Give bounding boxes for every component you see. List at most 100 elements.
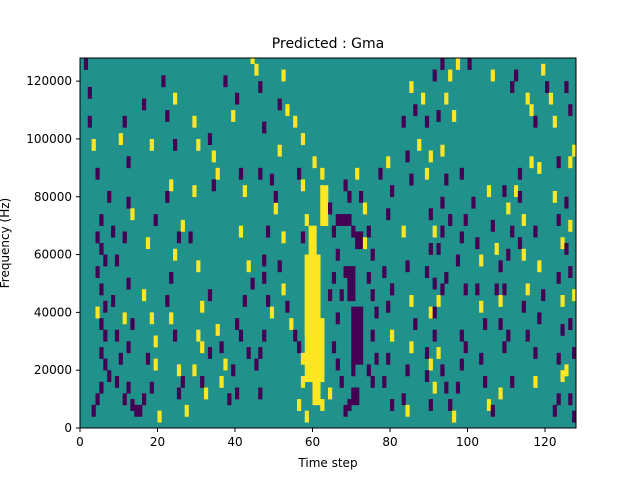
heatmap-cell [320,399,325,411]
heatmap-cell [266,295,271,307]
heatmap-cell [250,58,255,65]
heatmap-cell [521,248,526,261]
heatmap-cell [366,271,371,284]
heatmap-cell [339,375,344,388]
heatmap-cell [432,306,437,319]
heatmap-cell [506,248,511,261]
heatmap-cell [339,289,344,302]
heatmap-cell [103,300,108,313]
heatmap-cell [343,179,348,192]
heatmap-cell [374,306,379,319]
heatmap-cell [207,347,213,359]
heatmap-cell [479,300,484,313]
heatmap-cell [118,133,123,146]
heatmap-cell [366,364,371,377]
heatmap-cell [122,115,127,128]
heatmap-cell [99,347,104,359]
heatmap-cell [114,254,120,267]
heatmap-cell [328,289,333,302]
heatmap-cell [169,312,174,325]
heatmap-cell [440,196,445,209]
heatmap-cell [572,289,577,302]
heatmap-cell [486,185,492,198]
heatmap-cell [196,260,201,273]
plot-frame [79,57,577,429]
heatmap-cell [192,364,197,377]
heatmap-cell [238,225,244,238]
heatmap-cell [390,283,395,296]
heatmap-cell [440,144,445,157]
heatmap-cell [343,404,348,417]
heatmap-cell [111,225,116,238]
heatmap-cell [126,196,131,209]
heatmap-cell [471,196,476,209]
heatmap-cell [235,387,240,400]
heatmap-cell [444,271,449,284]
heatmap-cell [300,133,306,146]
heatmap-cell [200,341,205,354]
heatmap-cell [180,375,185,388]
heatmap-cell [452,110,457,122]
heatmap-cell [463,341,468,354]
heatmap-cell [211,150,216,163]
heatmap-cell [459,167,464,180]
heatmap-cell [455,58,461,70]
heatmap-cell [246,347,251,359]
heatmap-cell [510,375,515,388]
heatmap-cell [281,231,286,244]
heatmap-cell [452,410,457,423]
heatmap-cell [130,399,135,411]
heatmap-cell [219,375,224,388]
heatmap-cell [304,214,309,226]
heatmap-cell [455,254,461,267]
heatmap-cell [514,69,519,82]
heatmap-cell [498,387,503,400]
heatmap-cell [486,399,492,411]
heatmap-cell [502,341,507,354]
heatmap-cell [424,370,430,383]
heatmap-cell [517,167,523,180]
heatmap-cell [107,370,112,383]
heatmap-cell [99,318,104,331]
heatmap-cell [122,312,127,325]
heatmap-cell [421,92,426,105]
heatmap-cell [91,138,96,151]
heatmap-cell [95,167,100,180]
heatmap-cell [370,289,375,302]
heatmap-cell [490,219,495,232]
heatmap-cell [99,243,104,255]
heatmap-cell [289,318,294,331]
heatmap-cell [335,358,340,371]
heatmap-cell [401,393,406,406]
heatmap-cell [142,98,147,111]
heatmap-cell [149,381,154,394]
heatmap-cell [173,329,178,342]
heatmap-cell [378,167,383,180]
heatmap-cell [560,323,565,336]
heatmap-cell [494,243,499,255]
heatmap-cell [95,306,100,319]
heatmap-cell [424,167,430,180]
heatmap-cell [370,248,375,261]
heatmap-cell [281,283,286,296]
heatmap-cells [83,58,577,423]
heatmap-cell [231,364,236,377]
heatmap-cell [552,115,557,128]
heatmap-cell [448,214,453,226]
heatmap-cell [285,300,290,313]
heatmap-cell [436,347,441,359]
heatmap-cell [328,202,333,215]
heatmap-cell [370,375,375,388]
heatmap-cell [165,190,170,203]
heatmap-cell [483,375,488,388]
heatmap-cell [409,173,414,186]
heatmap-cell [533,115,538,128]
heatmap-cell [207,289,213,302]
heatmap-cell [525,329,530,342]
heatmap-cell [448,69,453,82]
heatmap-cell [355,329,360,342]
chart-title: Predicted : Gma [272,36,384,52]
heatmap-cell [568,104,573,117]
heatmap-cell [277,98,282,111]
